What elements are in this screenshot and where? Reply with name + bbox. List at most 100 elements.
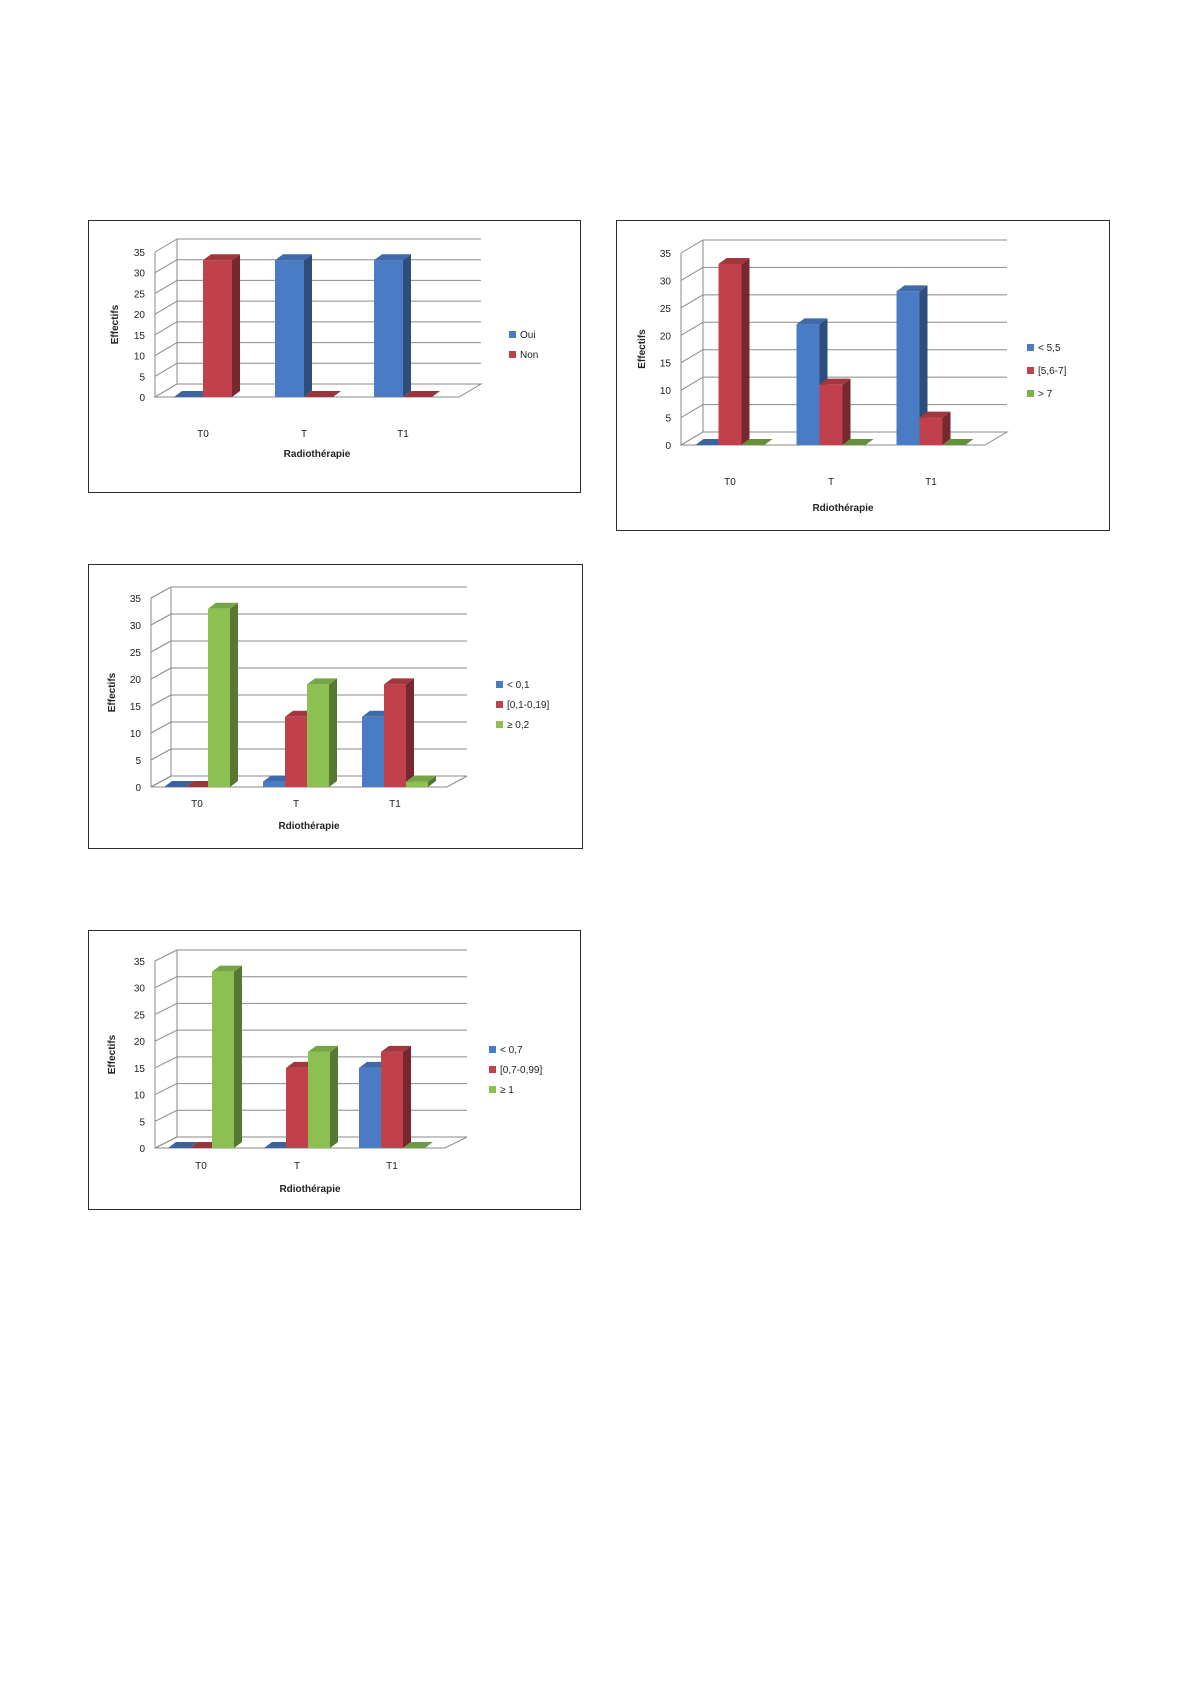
y-tick-label: 15 (134, 331, 146, 342)
bar (275, 254, 312, 397)
bars (168, 965, 433, 1148)
bar-front (203, 260, 232, 397)
y-tick-labels: 0 5 10 15 20 25 30 35 (660, 249, 672, 452)
bar (208, 602, 238, 787)
gridline-side (154, 1056, 178, 1069)
bar-front (919, 417, 943, 445)
chart-radiotherapie-oui-non: 0 5 10 15 20 25 30 35 T0 T T1 Radiothérapie Effectif… (88, 220, 581, 493)
gridline-side (680, 294, 704, 309)
bar (842, 439, 874, 445)
x-tick-label: T0 (195, 1161, 207, 1172)
bar-side (329, 678, 337, 787)
y-tick-label: 5 (665, 414, 671, 425)
bar-zero-cap (942, 439, 974, 445)
y-tick-label: 25 (134, 289, 146, 300)
bar-top (374, 254, 411, 261)
gridline-side (680, 239, 704, 254)
gridline-side (154, 976, 178, 989)
bar-front (286, 1067, 308, 1148)
gridline-side (154, 1029, 178, 1042)
y-axis-title: Effectifs (110, 304, 121, 344)
legend-label: [5,6-7] (1038, 366, 1067, 377)
gridline-side (150, 694, 172, 707)
legend-swatch (496, 721, 503, 728)
y-tick-label: 20 (134, 310, 146, 321)
gridline-side (154, 321, 178, 336)
x-axis-title: Rdiothérapie (278, 821, 340, 832)
gridlines (679, 239, 1009, 446)
legend-swatch (1027, 367, 1034, 374)
y-axis-title: Effectifs (637, 329, 648, 369)
y-tick-label: 20 (660, 331, 672, 342)
chart-floor (153, 383, 483, 398)
legend-label: < 5,5 (1038, 343, 1061, 354)
y-tick-label: 30 (130, 621, 142, 632)
bar-zero-cap (403, 391, 440, 397)
y-tick-label: 15 (130, 702, 142, 713)
legend-label: ≥ 1 (500, 1085, 514, 1096)
bar-top (308, 1045, 338, 1052)
bar-side (304, 254, 312, 397)
gridline-side (150, 640, 172, 653)
bar-front (208, 608, 230, 787)
y-tick-label: 5 (139, 372, 145, 383)
y-tick-label: 10 (134, 352, 146, 363)
chart-floor (679, 431, 1009, 446)
gridline-side (154, 362, 178, 377)
gridline-side (154, 279, 178, 294)
y-tick-label: 25 (134, 1010, 146, 1021)
bar-zero-cap (174, 391, 211, 397)
legend-label: ≥ 0,2 (507, 720, 530, 731)
bar-front (406, 781, 428, 787)
bar-front (381, 1051, 403, 1148)
legend-swatch (489, 1086, 496, 1093)
y-tick-label: 35 (134, 248, 146, 259)
y-tick-label: 15 (134, 1064, 146, 1075)
x-tick-label: T (294, 1161, 300, 1172)
bar-front (384, 684, 406, 787)
bar (174, 391, 211, 397)
x-axis-title: Radiothérapie (284, 449, 351, 460)
chart-rdiotherapie-0-7: 0 5 10 15 20 25 30 35 T0 T T1 Rdiothérapie Effectifs… (88, 930, 581, 1210)
gridlines (150, 586, 468, 788)
bar-side (842, 378, 851, 445)
bar-front (896, 291, 920, 445)
bars (174, 254, 440, 397)
bar (896, 285, 928, 445)
gridline-side (154, 1002, 178, 1015)
bar-top (796, 318, 828, 325)
y-tick-label: 20 (130, 675, 142, 686)
y-axis-title: Effectifs (107, 1034, 118, 1074)
y-tick-label: 25 (660, 304, 672, 315)
bar-top (307, 678, 337, 685)
bar (919, 411, 951, 445)
bar-side (741, 257, 750, 445)
x-axis-title: Rdiothérapie (812, 503, 874, 514)
y-tick-label: 30 (660, 276, 672, 287)
bar-front (275, 260, 304, 397)
gridline-side (154, 1083, 178, 1096)
y-tick-label: 0 (139, 1144, 145, 1155)
y-tick-label: 35 (134, 957, 146, 968)
legend-label: < 0,1 (507, 680, 530, 691)
bar-top (919, 411, 951, 418)
legend-swatch (1027, 344, 1034, 351)
y-tick-labels: 0 5 10 15 20 25 30 35 (130, 594, 142, 794)
legend-label: Non (520, 350, 538, 361)
x-axis-title: Rdiothérapie (279, 1184, 341, 1195)
bar-front (308, 1051, 330, 1148)
legend: < 0,7 [0,7-0,99] ≥ 1 (489, 1045, 542, 1096)
bar-front (819, 384, 843, 445)
bar-front (263, 781, 285, 787)
x-tick-label: T0 (191, 799, 203, 810)
bar-top (819, 378, 851, 385)
bar-front (359, 1067, 381, 1148)
y-tick-label: 0 (135, 783, 141, 794)
bar-front (374, 260, 403, 397)
gridline-side (150, 667, 172, 680)
x-tick-label: T (293, 799, 299, 810)
bar (203, 254, 240, 397)
bar (381, 1045, 411, 1148)
bar-top (212, 965, 242, 972)
bar-side (919, 285, 928, 445)
